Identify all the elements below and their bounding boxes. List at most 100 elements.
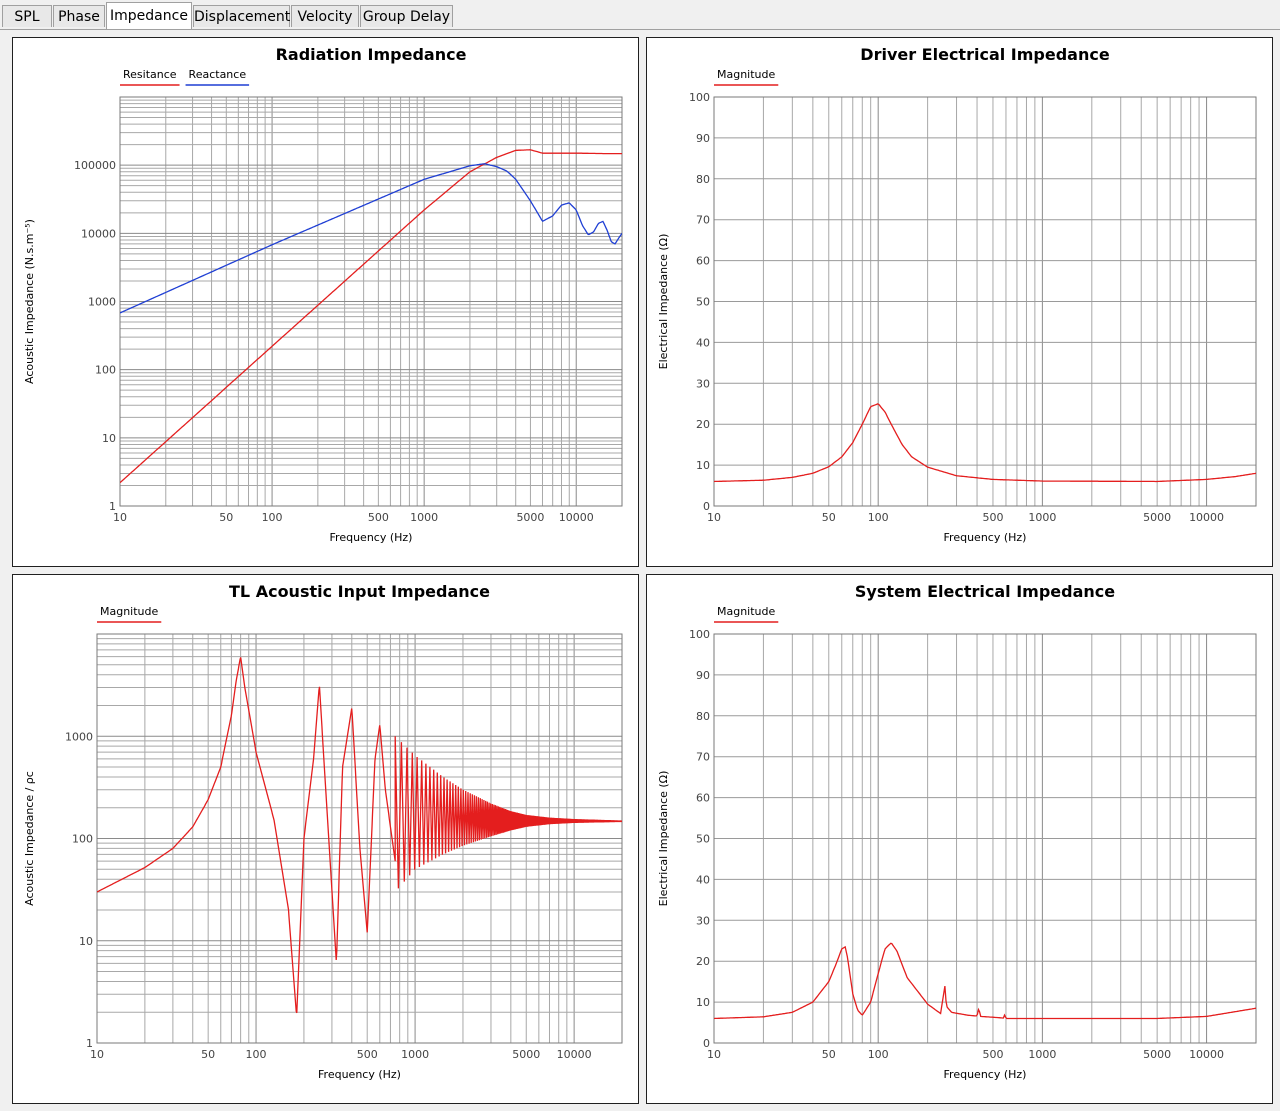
y-tick-label: 100 [72, 833, 93, 846]
chart-panel-driver-electrical-impedance: Driver Electrical Impedance Magnitude 10 50… [646, 37, 1273, 567]
chart-grid [713, 96, 1257, 507]
y-tick-label: 50 [696, 833, 710, 846]
x-tick-label: 1000 [401, 1048, 429, 1061]
plot-frame [96, 633, 623, 1044]
tab-group-delay[interactable]: Group Delay [360, 5, 453, 27]
chart-title: System Electrical Impedance [855, 582, 1115, 601]
x-tick-label: 5000 [512, 1048, 540, 1061]
y-tick-label: 1 [109, 500, 116, 513]
chart-svg-radiation-impedance: Radiation Impedance Resitance Reactance 10 5… [23, 45, 623, 544]
y-tick-label: 10 [102, 432, 116, 445]
y-tick-label: 10000 [81, 227, 116, 240]
x-tick-label: 5000 [516, 511, 544, 524]
y-tick-label: 30 [696, 914, 710, 927]
y-tick-label: 20 [696, 955, 710, 968]
y-tick-label: 80 [696, 710, 710, 723]
y-tick-label: 40 [696, 336, 710, 349]
chart-svg-system-electrical-impedance: System Electrical Impedance Magnitude 10 50… [657, 582, 1257, 1081]
y-tick-label: 1000 [65, 730, 93, 743]
legend-label-reactance: Reactance [189, 68, 247, 81]
x-tick-label: 100 [262, 511, 283, 524]
x-tick-label: 10 [90, 1048, 104, 1061]
y-tick-label: 10 [696, 996, 710, 1009]
x-tick-label: 10000 [557, 1048, 592, 1061]
y-axis-label: Acoustic Impedance / ρc [23, 771, 36, 906]
y-tick-label: 10 [79, 935, 93, 948]
y-axis-label: Electrical Impedance (Ω) [657, 234, 670, 370]
x-tick-label: 10000 [559, 511, 594, 524]
chart-title: Radiation Impedance [276, 45, 467, 64]
x-axis-label: Frequency (Hz) [944, 531, 1027, 544]
y-tick-label: 100 [95, 364, 116, 377]
y-axis-label: Acoustic Impedance (N.s.m⁻⁵) [23, 219, 36, 384]
tab-spl[interactable]: SPL [2, 5, 52, 27]
series-line-reactance [120, 163, 622, 314]
y-tick-label: 1000 [88, 296, 116, 309]
x-tick-label: 100 [868, 511, 889, 524]
legend-label-magnitude: Magnitude [717, 605, 776, 618]
x-tick-label: 500 [368, 511, 389, 524]
legend-label-magnitude: Magnitude [717, 68, 776, 81]
x-tick-label: 10000 [1189, 1048, 1224, 1061]
x-tick-label: 500 [357, 1048, 378, 1061]
y-tick-label: 100 [689, 91, 710, 104]
y-tick-label: 70 [696, 214, 710, 227]
y-tick-label: 1 [86, 1037, 93, 1050]
chart-title: TL Acoustic Input Impedance [229, 582, 490, 601]
x-tick-label: 1000 [1028, 511, 1056, 524]
chart-panel-radiation-impedance: Radiation Impedance Resitance Reactance 10 5… [12, 37, 639, 567]
x-tick-label: 50 [201, 1048, 215, 1061]
series-line-magnitude [97, 657, 622, 1014]
y-tick-label: 50 [696, 296, 710, 309]
y-tick-label: 70 [696, 751, 710, 764]
x-axis-label: Frequency (Hz) [944, 1068, 1027, 1081]
y-tick-label: 40 [696, 873, 710, 886]
y-tick-label: 100 [689, 628, 710, 641]
chart-grid [713, 633, 1257, 1044]
chart-title: Driver Electrical Impedance [860, 45, 1110, 64]
x-tick-label: 100 [868, 1048, 889, 1061]
plot-frame [713, 633, 1257, 1044]
chart-svg-tl-acoustic-input-impedance: TL Acoustic Input Impedance Magnitude 10 50… [23, 582, 623, 1081]
x-axis-label: Frequency (Hz) [330, 531, 413, 544]
y-axis-label: Electrical Impedance (Ω) [657, 771, 670, 907]
y-tick-label: 100000 [74, 159, 116, 172]
y-tick-label: 90 [696, 132, 710, 145]
chart-panel-system-electrical-impedance: System Electrical Impedance Magnitude 10 50… [646, 574, 1273, 1104]
x-tick-label: 5000 [1143, 511, 1171, 524]
y-tick-label: 0 [703, 1037, 710, 1050]
y-tick-label: 0 [703, 500, 710, 513]
chart-grid [96, 633, 623, 1044]
y-tick-label: 90 [696, 669, 710, 682]
plot-frame [119, 96, 623, 507]
x-tick-label: 10000 [1189, 511, 1224, 524]
x-tick-label: 10 [113, 511, 127, 524]
y-tick-label: 10 [696, 459, 710, 472]
x-tick-label: 1000 [1028, 1048, 1056, 1061]
x-tick-label: 500 [982, 511, 1003, 524]
plot-frame [713, 96, 1257, 507]
y-tick-label: 60 [696, 255, 710, 268]
y-tick-label: 60 [696, 792, 710, 805]
x-tick-label: 5000 [1143, 1048, 1171, 1061]
tab-impedance[interactable]: Impedance [106, 2, 192, 29]
legend-label-resitance: Resitance [123, 68, 177, 81]
x-tick-label: 50 [219, 511, 233, 524]
tab-bar: SPL Phase Impedance Displacement Velocit… [0, 0, 1280, 30]
x-tick-label: 1000 [410, 511, 438, 524]
chart-panel-tl-acoustic-input-impedance: TL Acoustic Input Impedance Magnitude 10 50… [12, 574, 639, 1104]
x-tick-label: 50 [822, 1048, 836, 1061]
y-tick-label: 20 [696, 418, 710, 431]
x-tick-label: 500 [982, 1048, 1003, 1061]
x-axis-label: Frequency (Hz) [318, 1068, 401, 1081]
x-tick-label: 50 [822, 511, 836, 524]
tab-velocity[interactable]: Velocity [291, 5, 359, 27]
legend-label-magnitude: Magnitude [100, 605, 159, 618]
tab-displacement[interactable]: Displacement [193, 5, 290, 27]
y-tick-label: 30 [696, 377, 710, 390]
series-line-magnitude [714, 403, 1256, 483]
tab-phase[interactable]: Phase [53, 5, 105, 27]
x-tick-label: 10 [707, 1048, 721, 1061]
chart-grid [119, 96, 623, 507]
series-line-resitance [120, 149, 622, 484]
